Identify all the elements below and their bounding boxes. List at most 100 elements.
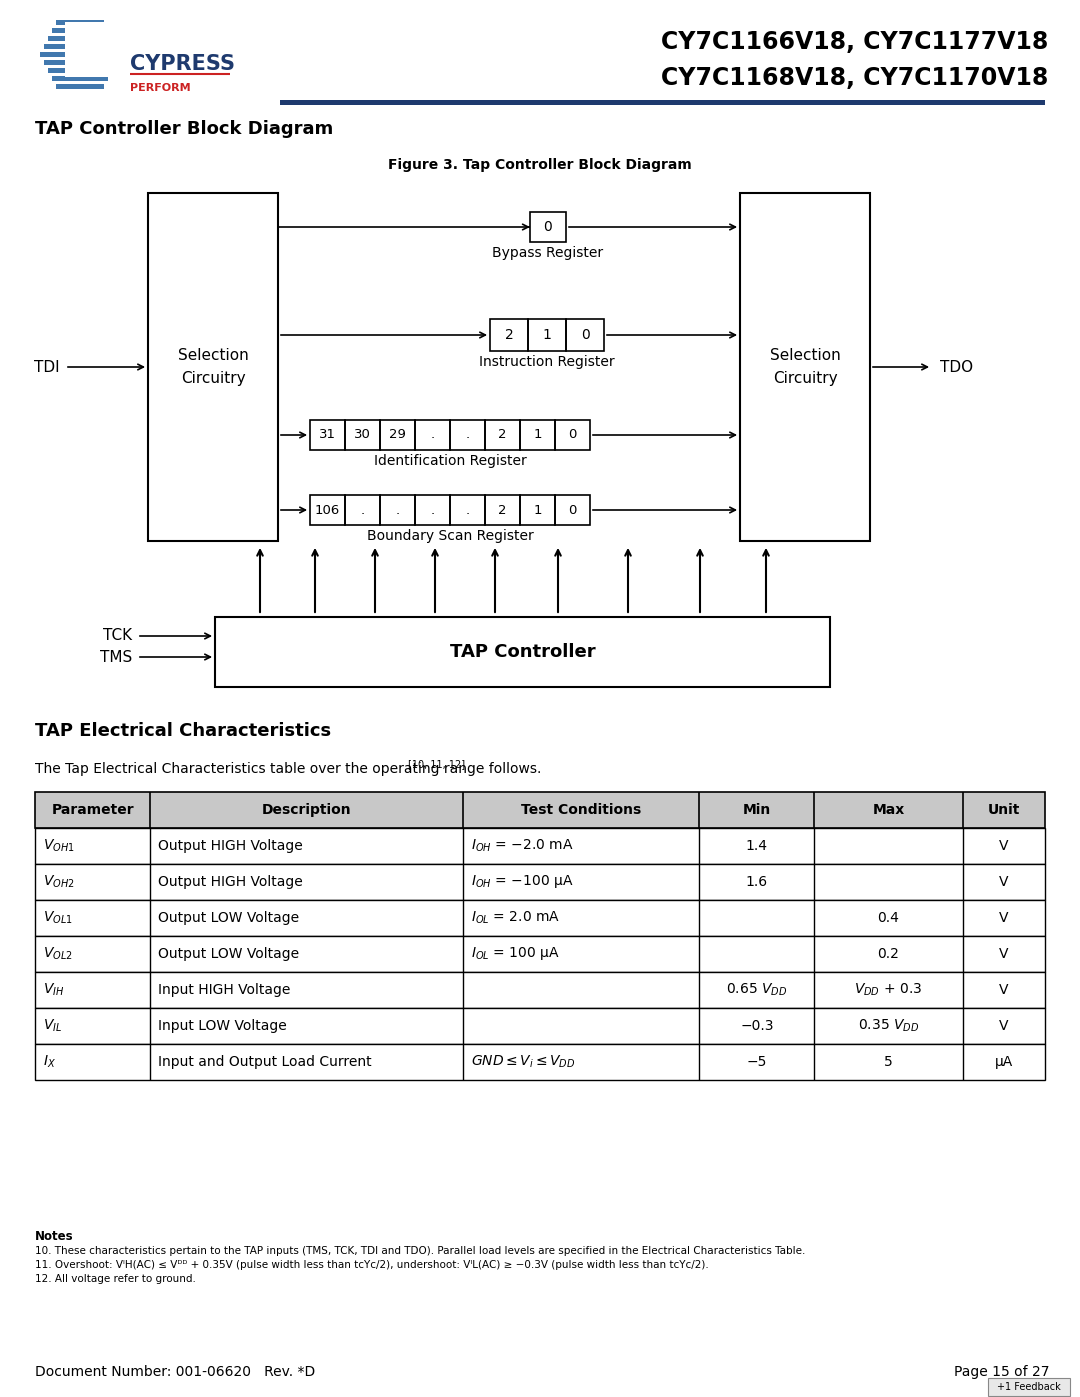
Text: $0.65\ V_{DD}$: $0.65\ V_{DD}$ xyxy=(726,982,787,999)
Bar xyxy=(528,319,566,351)
Text: $V_{OL2}$: $V_{OL2}$ xyxy=(43,946,72,963)
Bar xyxy=(35,792,1045,828)
Text: Description: Description xyxy=(261,803,351,817)
Bar xyxy=(380,420,415,450)
Bar xyxy=(485,495,519,525)
Bar xyxy=(280,101,1045,105)
Text: Test Conditions: Test Conditions xyxy=(521,803,642,817)
Bar xyxy=(519,495,555,525)
Bar xyxy=(35,972,1045,1009)
Bar xyxy=(35,936,1045,972)
Text: PERFORM: PERFORM xyxy=(130,82,191,94)
Text: $I_{OL}$ = 2.0 mA: $I_{OL}$ = 2.0 mA xyxy=(471,909,561,926)
Text: $V_{OH2}$: $V_{OH2}$ xyxy=(43,873,75,890)
Text: 31: 31 xyxy=(319,429,336,441)
Text: Selection: Selection xyxy=(770,348,840,363)
Text: −0.3: −0.3 xyxy=(740,1018,773,1032)
Text: 29: 29 xyxy=(389,429,406,441)
Text: .: . xyxy=(395,503,400,517)
Text: Unit: Unit xyxy=(987,803,1020,817)
Text: 1.4: 1.4 xyxy=(746,840,768,854)
Bar xyxy=(530,212,566,242)
Text: .: . xyxy=(465,503,470,517)
Text: Input HIGH Voltage: Input HIGH Voltage xyxy=(159,983,291,997)
Bar xyxy=(450,495,485,525)
Bar xyxy=(48,36,112,41)
Text: $GND \leq V_i \leq V_{DD}$: $GND \leq V_i \leq V_{DD}$ xyxy=(471,1053,576,1070)
Text: +1 Feedback: +1 Feedback xyxy=(997,1382,1061,1391)
Text: $V_{DD}$ + 0.3: $V_{DD}$ + 0.3 xyxy=(854,982,922,999)
Text: 1: 1 xyxy=(534,503,542,517)
Text: $I_{OH}$ = −2.0 mA: $I_{OH}$ = −2.0 mA xyxy=(471,838,575,854)
Text: TMS: TMS xyxy=(99,650,132,665)
Text: −5: −5 xyxy=(746,1055,767,1069)
Text: .: . xyxy=(361,503,365,517)
Bar xyxy=(450,420,485,450)
Bar xyxy=(40,52,120,57)
Text: 0: 0 xyxy=(568,429,577,441)
Text: CY7C1168V18, CY7C1170V18: CY7C1168V18, CY7C1170V18 xyxy=(661,66,1048,89)
Text: Output HIGH Voltage: Output HIGH Voltage xyxy=(159,840,303,854)
Text: Output LOW Voltage: Output LOW Voltage xyxy=(159,911,299,925)
Text: 1: 1 xyxy=(534,429,542,441)
Bar xyxy=(52,28,108,34)
Text: 0.2: 0.2 xyxy=(878,947,900,961)
Text: μA: μA xyxy=(995,1055,1013,1069)
Text: 0: 0 xyxy=(581,328,590,342)
Text: V: V xyxy=(999,983,1009,997)
Bar xyxy=(345,420,380,450)
Bar xyxy=(44,43,116,49)
Bar xyxy=(310,495,345,525)
Text: 30: 30 xyxy=(354,429,370,441)
Bar xyxy=(35,863,1045,900)
Bar xyxy=(490,319,528,351)
Text: $I_{OL}$ = 100 μA: $I_{OL}$ = 100 μA xyxy=(471,946,561,963)
Text: TDO: TDO xyxy=(940,359,973,374)
Text: 2: 2 xyxy=(498,429,507,441)
Text: Selection: Selection xyxy=(177,348,248,363)
Text: Bypass Register: Bypass Register xyxy=(492,246,604,260)
Text: $V_{OH1}$: $V_{OH1}$ xyxy=(43,838,75,854)
Bar xyxy=(56,20,104,25)
Text: V: V xyxy=(999,947,1009,961)
Text: $V_{OL1}$: $V_{OL1}$ xyxy=(43,909,72,926)
Text: Document Number: 001-06620   Rev. *D: Document Number: 001-06620 Rev. *D xyxy=(35,1365,315,1379)
Bar xyxy=(52,75,108,81)
Bar xyxy=(345,495,380,525)
Bar xyxy=(519,420,555,450)
Bar xyxy=(35,1044,1045,1080)
Bar xyxy=(555,420,590,450)
Text: $V_{IL}$: $V_{IL}$ xyxy=(43,1018,63,1034)
Text: Input and Output Load Current: Input and Output Load Current xyxy=(159,1055,372,1069)
Text: CYPRESS: CYPRESS xyxy=(130,54,235,74)
Bar xyxy=(35,1009,1045,1044)
Text: V: V xyxy=(999,1018,1009,1032)
Text: 12. All voltage refer to ground.: 12. All voltage refer to ground. xyxy=(35,1274,195,1284)
Bar xyxy=(555,495,590,525)
Text: Instruction Register: Instruction Register xyxy=(480,355,615,369)
Text: Min: Min xyxy=(743,803,771,817)
Text: 1.6: 1.6 xyxy=(746,875,768,888)
Text: 0.4: 0.4 xyxy=(878,911,900,925)
Text: [10, 11, 12]: [10, 11, 12] xyxy=(408,759,465,768)
Text: Notes: Notes xyxy=(35,1229,73,1243)
Text: $I_{OH}$ = −100 μA: $I_{OH}$ = −100 μA xyxy=(471,873,573,890)
Text: V: V xyxy=(999,911,1009,925)
Text: Page 15 of 27: Page 15 of 27 xyxy=(955,1365,1050,1379)
Text: $0.35\ V_{DD}$: $0.35\ V_{DD}$ xyxy=(858,1018,919,1034)
Text: TAP Controller Block Diagram: TAP Controller Block Diagram xyxy=(35,120,334,138)
Text: 2: 2 xyxy=(504,328,513,342)
Bar xyxy=(65,22,120,77)
Bar xyxy=(380,495,415,525)
Text: 10. These characteristics pertain to the TAP inputs (TMS, TCK, TDI and TDO). Par: 10. These characteristics pertain to the… xyxy=(35,1246,806,1256)
Text: TDI: TDI xyxy=(35,359,60,374)
Text: Input LOW Voltage: Input LOW Voltage xyxy=(159,1018,287,1032)
Text: 2: 2 xyxy=(498,503,507,517)
Text: .: . xyxy=(431,503,434,517)
Text: 11. Overshoot: VᴵH(AC) ≤ Vᴰᴰ + 0.35V (pulse width less than tᴄYᴄ/2), undershoot:: 11. Overshoot: VᴵH(AC) ≤ Vᴰᴰ + 0.35V (pu… xyxy=(35,1260,708,1270)
Text: Boundary Scan Register: Boundary Scan Register xyxy=(366,529,534,543)
Bar xyxy=(415,420,450,450)
Bar xyxy=(740,193,870,541)
Text: Output LOW Voltage: Output LOW Voltage xyxy=(159,947,299,961)
Bar xyxy=(56,84,104,89)
